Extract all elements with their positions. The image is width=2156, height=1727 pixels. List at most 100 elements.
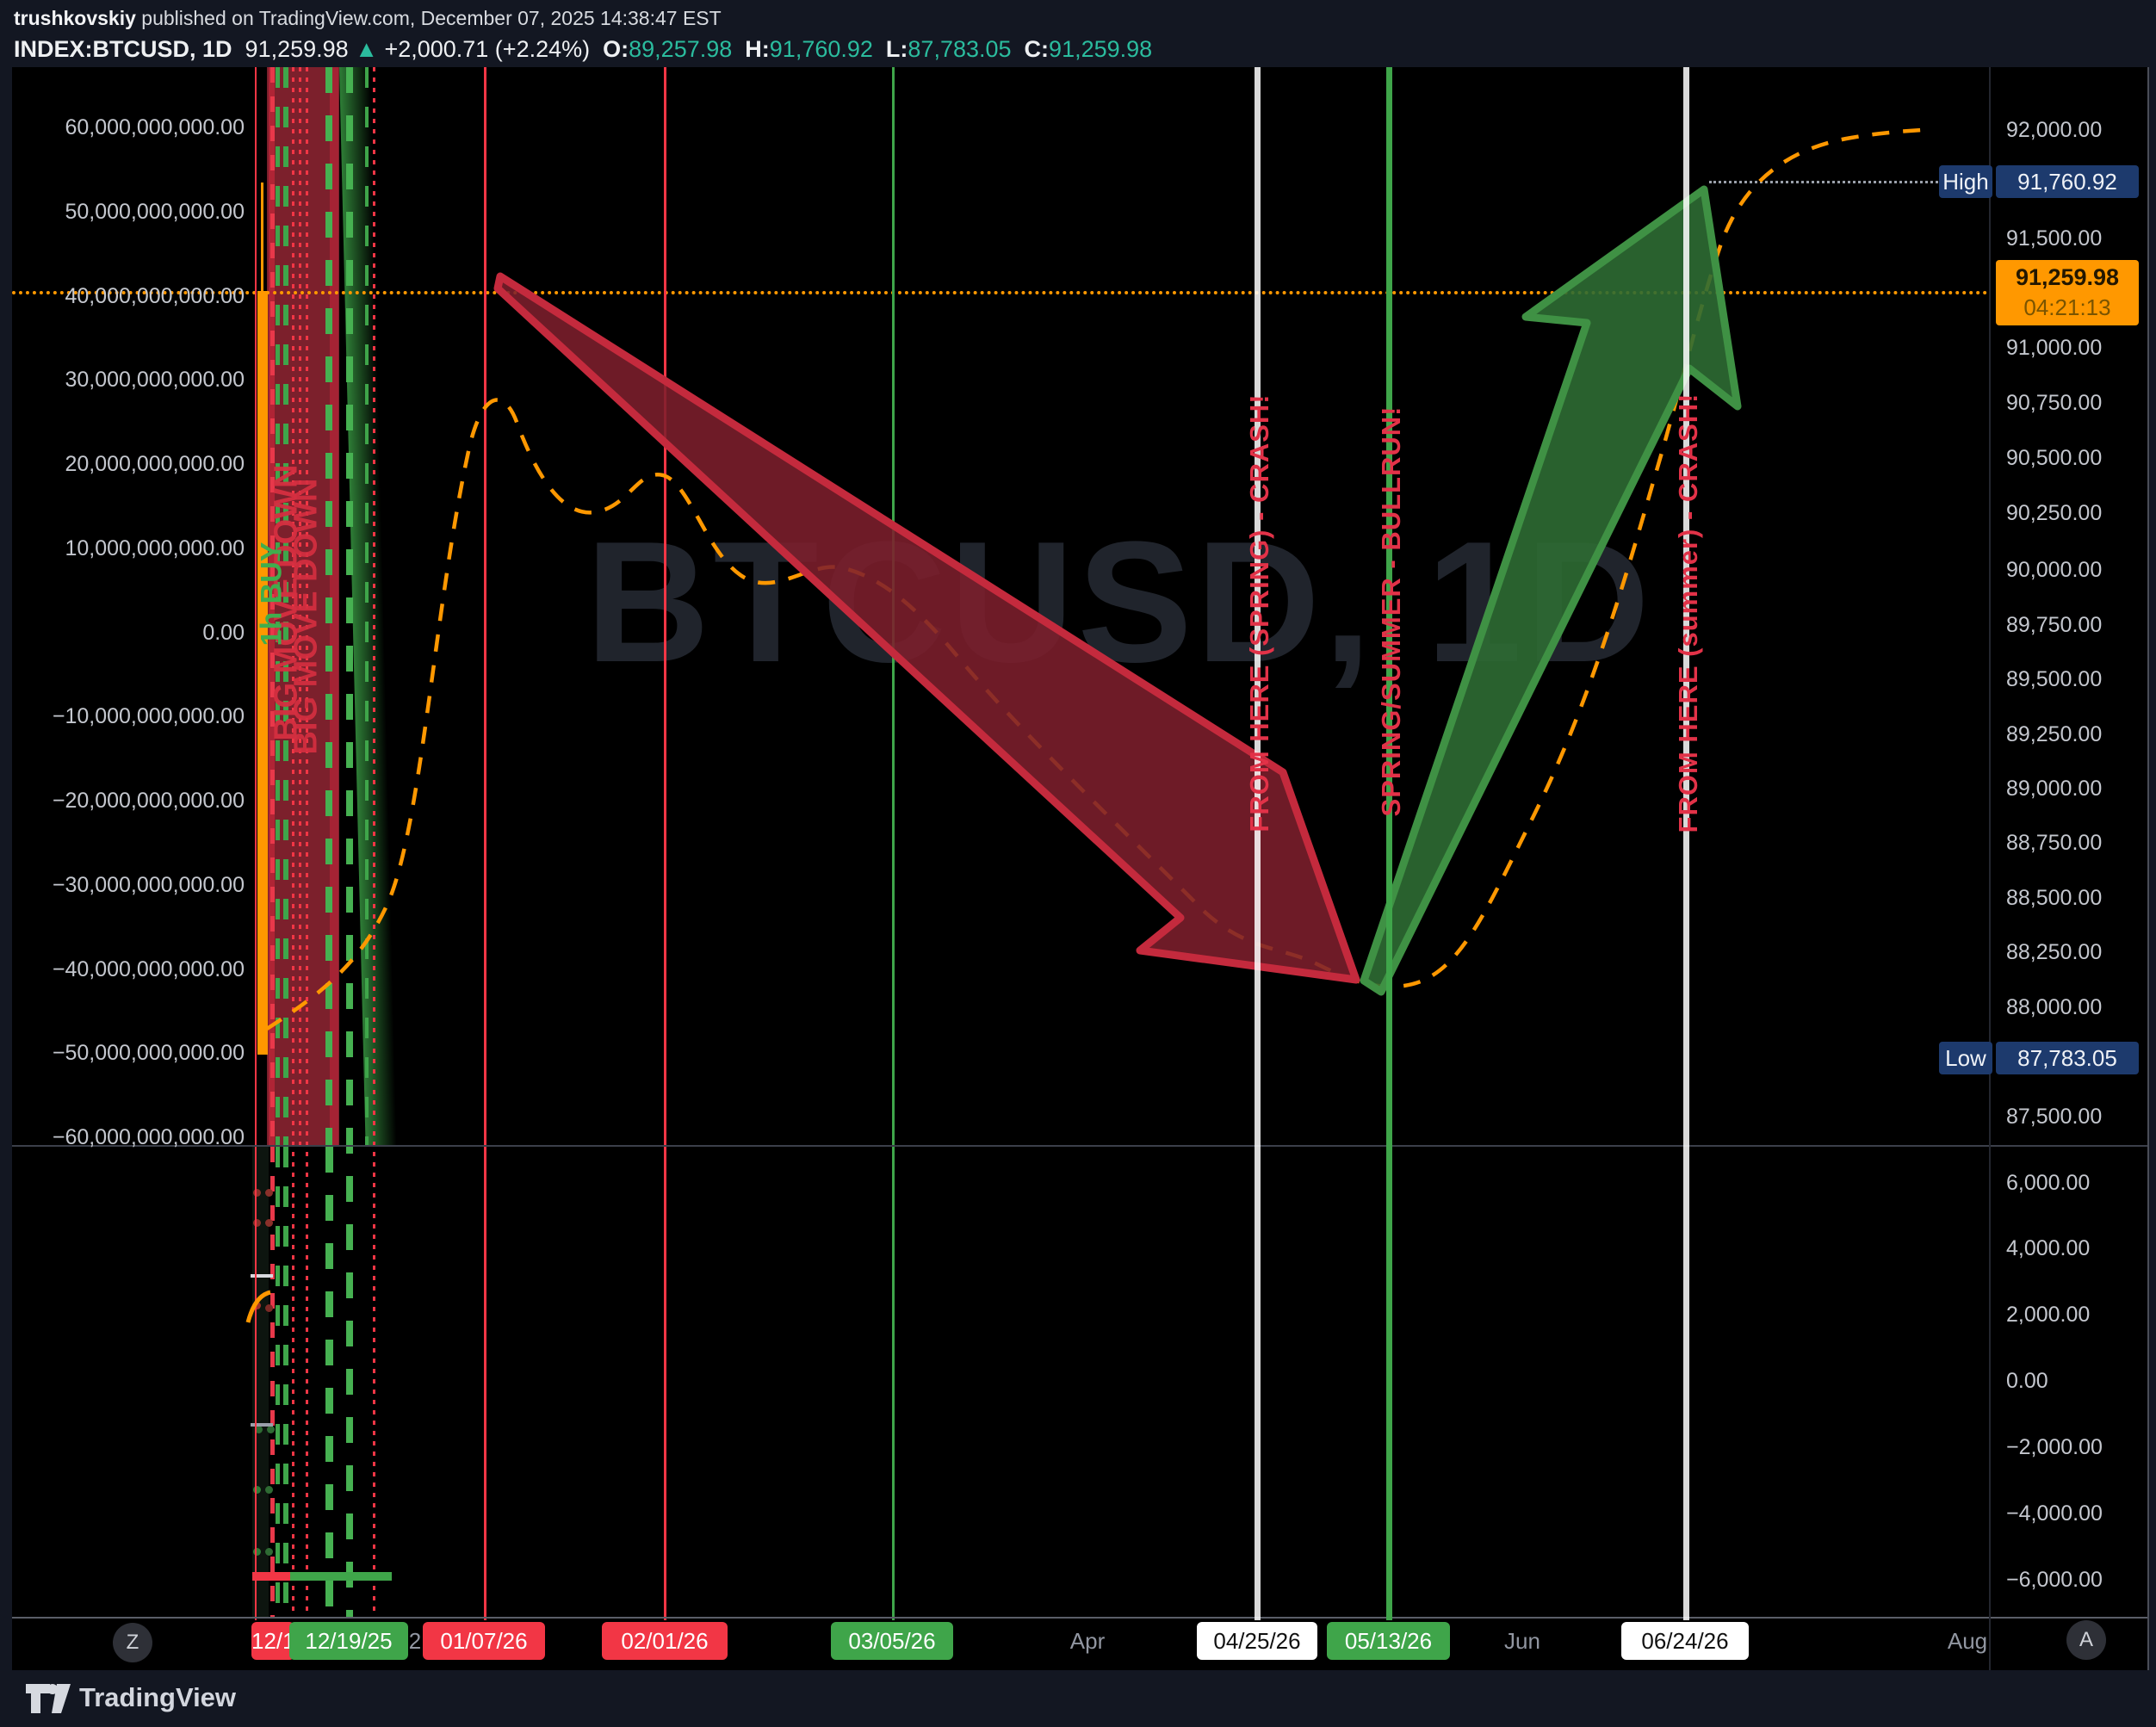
indicator-axis-tick: 4,000.00 xyxy=(2006,1236,2091,1260)
green-dashed-line xyxy=(325,67,332,1145)
left-axis-tick: 30,000,000,000.00 xyxy=(65,368,245,392)
date-tag-04-25-26[interactable]: 04/25/26 xyxy=(1197,1622,1317,1660)
signal-dot xyxy=(255,1426,263,1433)
pane-separator[interactable] xyxy=(12,1145,2149,1147)
left-axis-tick: 20,000,000,000.00 xyxy=(65,452,245,476)
green-dashed-line xyxy=(346,67,353,1617)
annotation-crash-spring[interactable]: FROM HERE (SPRING) - CRASH! xyxy=(1244,393,1274,833)
date-tag-03-05-26[interactable]: 03/05/26 xyxy=(831,1622,953,1660)
high-value: 91,760.92 xyxy=(769,36,873,62)
price-scale-border xyxy=(1989,67,1991,1670)
annotation-big-move-down-2[interactable]: BIG MOVE DOWN xyxy=(288,478,325,755)
publish-info: published on TradingView.com, December 0… xyxy=(135,7,722,29)
red-dotted-line xyxy=(292,67,294,1617)
indicator-axis-tick: 0.00 xyxy=(2006,1369,2048,1393)
right-axis-tick: 88,500.00 xyxy=(2006,886,2103,910)
right-axis-tick: 88,250.00 xyxy=(2006,940,2103,964)
event-line-12-1[interactable] xyxy=(255,67,257,1620)
open-value: 89,257.98 xyxy=(629,36,733,62)
left-axis-tick: 40,000,000,000.00 xyxy=(65,284,245,308)
right-axis-tick: 87,500.00 xyxy=(2006,1105,2103,1129)
left-axis-tick: 0.00 xyxy=(202,621,245,645)
green-dashed-line xyxy=(276,1147,280,1617)
left-axis-tick: −30,000,000,000.00 xyxy=(52,873,245,897)
date-tag-06-24-26[interactable]: 06/24/26 xyxy=(1621,1622,1749,1660)
signal-dot xyxy=(265,1189,273,1197)
current-price-value: 91,259.98 xyxy=(2015,264,2120,290)
left-axis-tick: −50,000,000,000.00 xyxy=(52,1041,245,1065)
left-axis-tick: 10,000,000,000.00 xyxy=(65,536,245,560)
date-tag-12-1[interactable]: 12/1 xyxy=(251,1622,294,1660)
event-line-02-01-26[interactable] xyxy=(664,67,666,1620)
left-axis-tick: 60,000,000,000.00 xyxy=(65,115,245,139)
close-label: C: xyxy=(1024,36,1050,62)
annotation-bullrun[interactable]: SPRING/SUMMER - BULLRUN! xyxy=(1376,405,1406,817)
date-tag-05-13-26[interactable]: 05/13/26 xyxy=(1327,1622,1450,1660)
right-axis-tick: 89,500.00 xyxy=(2006,667,2103,691)
indicator-axis-tick: 6,000.00 xyxy=(2006,1171,2091,1195)
red-dotted-line xyxy=(373,67,375,1617)
left-axis-tick: −60,000,000,000.00 xyxy=(52,1125,245,1149)
low-value: 87,783.05 xyxy=(908,36,1012,62)
red-dashed-line xyxy=(270,1147,275,1617)
strip-red-segment xyxy=(252,1572,290,1581)
annotation-crash-summer[interactable]: FROM HERE (summer) - CRASH! xyxy=(1673,393,1703,833)
close-value: 91,259.98 xyxy=(1049,36,1153,62)
green-dashed-line xyxy=(325,1147,333,1617)
event-line-05-13-26[interactable] xyxy=(1386,67,1392,1620)
green-dashed-line xyxy=(283,1147,288,1617)
annotation-1h-buy[interactable]: 1h BUY xyxy=(255,542,288,647)
month-label-aug[interactable]: Aug xyxy=(1947,1628,1988,1654)
red-dotted-line xyxy=(306,67,308,1617)
orange-volume-bar xyxy=(257,291,268,1055)
current-price-chip: 91,259.98 04:21:13 xyxy=(1996,260,2139,325)
tradingview-logo-icon[interactable] xyxy=(24,1682,72,1715)
indicator-axis-tick: 2,000.00 xyxy=(2006,1303,2091,1327)
right-axis-tick: 89,750.00 xyxy=(2006,613,2103,637)
last-price: 91,259.98 xyxy=(245,36,349,62)
date-tag-02-01-26[interactable]: 02/01/26 xyxy=(602,1622,728,1660)
event-line-04-25-26[interactable] xyxy=(1255,67,1261,1620)
month-label-jun[interactable]: Jun xyxy=(1504,1628,1540,1654)
high-chip: High xyxy=(1939,165,1992,198)
date-tag-12-19-25[interactable]: 12/19/25 xyxy=(289,1622,408,1660)
right-axis-tick: 88,750.00 xyxy=(2006,831,2103,855)
tradingview-brand-text[interactable]: TradingView xyxy=(79,1682,237,1712)
current-price-line[interactable] xyxy=(12,291,1989,294)
auto-scale-button[interactable]: A xyxy=(2066,1620,2106,1660)
signal-dot xyxy=(267,1426,275,1433)
up-triangle-icon: ▲ xyxy=(355,36,378,62)
right-axis-tick: 89,000.00 xyxy=(2006,777,2103,801)
outer-frame-border xyxy=(2147,67,2149,1670)
author-name: trushkovskiy xyxy=(14,7,136,29)
timezone-button[interactable]: Z xyxy=(113,1623,152,1662)
symbol-title[interactable]: INDEX:BTCUSD, 1D xyxy=(14,36,232,62)
signal-dot xyxy=(265,1486,273,1494)
right-axis-tick: 90,250.00 xyxy=(2006,501,2103,525)
symbol-watermark: BTCUSD, 1D xyxy=(585,506,1654,698)
event-line-06-24-26[interactable] xyxy=(1683,67,1689,1620)
white-tick-mark xyxy=(251,1423,273,1427)
orange-line-thin xyxy=(261,183,263,293)
left-price-scale[interactable] xyxy=(12,67,262,1145)
high-label: H: xyxy=(745,36,770,62)
left-axis-tick: 50,000,000,000.00 xyxy=(65,200,245,224)
strip-green-segment xyxy=(290,1572,392,1581)
month-label-apr[interactable]: Apr xyxy=(1069,1628,1106,1654)
low-value-chip: 87,783.05 xyxy=(1996,1042,2139,1074)
low-chip: Low xyxy=(1939,1042,1992,1074)
indicator-axis-tick: −4,000.00 xyxy=(2006,1501,2103,1526)
left-axis-tick: −20,000,000,000.00 xyxy=(52,789,245,813)
signal-dot xyxy=(253,1548,261,1556)
event-line-03-05-26[interactable] xyxy=(892,67,895,1620)
right-axis-tick: 91,000.00 xyxy=(2006,336,2103,360)
signal-dot xyxy=(265,1304,273,1312)
event-line-01-07-26[interactable] xyxy=(484,67,486,1620)
right-axis-tick: 90,500.00 xyxy=(2006,446,2103,470)
symbol-ohlc-line: INDEX:BTCUSD, 1D 91,259.98 ▲ +2,000.71 (… xyxy=(14,36,1152,63)
date-tag-01-07-26[interactable]: 01/07/26 xyxy=(423,1622,545,1660)
indicator-axis-tick: −6,000.00 xyxy=(2006,1568,2103,1592)
open-label: O: xyxy=(603,36,629,62)
indicator-axis-tick: −2,000.00 xyxy=(2006,1435,2103,1459)
